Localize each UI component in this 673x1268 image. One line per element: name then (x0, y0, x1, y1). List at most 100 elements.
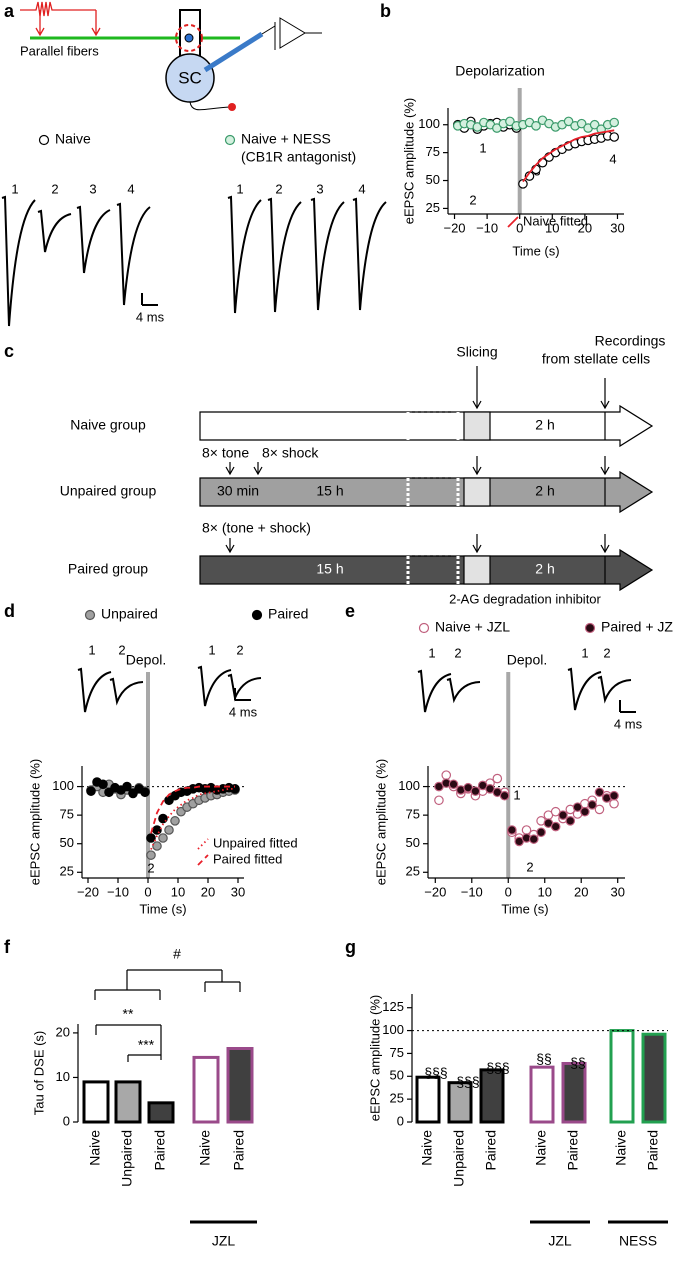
data-point (572, 802, 583, 812)
data-point (589, 119, 600, 130)
bar (114, 1080, 142, 1124)
x-tick-label: Paired (645, 1130, 661, 1170)
x-tick-label: −10 (476, 220, 498, 235)
x-tick-label: 0 (516, 220, 523, 235)
legend-marker (584, 622, 596, 634)
y-axis-label: Tau of DSE (s) (31, 1031, 46, 1116)
chart-title: Depolarization (455, 63, 545, 79)
trace-label: 4 (358, 181, 365, 196)
trace (446, 677, 481, 704)
data-point (492, 123, 502, 133)
data-point (152, 825, 162, 835)
data-point (170, 816, 180, 826)
trace (227, 673, 262, 702)
bar (561, 1061, 587, 1124)
y-axis-label: eEPSC amplitude (%) (367, 995, 382, 1121)
data-point (563, 116, 574, 127)
trace-label: 4 (127, 181, 134, 196)
trace-label: 1 (428, 645, 435, 660)
group-name: Unpaired group (60, 483, 157, 499)
data-point (146, 833, 156, 843)
y-tick-label: 100 (398, 778, 420, 793)
depolarization-line (146, 672, 150, 878)
x-axis-label: Time (s) (139, 901, 186, 916)
terminal (228, 103, 236, 111)
recording-label: Recordings (595, 333, 666, 349)
x-tick-label: Paired (565, 1130, 581, 1170)
legend-note: (CB1R antagonist) (241, 149, 356, 165)
data-point (434, 795, 444, 806)
y-tick-label: 75 (406, 807, 420, 822)
chart-subtitle: 2-AG degradation inhibitor (449, 591, 601, 606)
group-label: NESS (619, 1233, 657, 1249)
legend-line (197, 854, 209, 866)
x-tick-label: Naive (419, 1130, 435, 1166)
trace-label: 1 (236, 181, 243, 196)
fit-line (150, 787, 235, 850)
panel-label: e (345, 601, 355, 621)
y-tick-label: 25 (426, 200, 440, 215)
bar (641, 1032, 667, 1124)
x-tick-label: 10 (538, 884, 552, 899)
trace (417, 669, 452, 713)
data-point (499, 790, 510, 801)
y-tick-label: 100 (52, 778, 74, 793)
y-tick-label: 100 (418, 116, 440, 131)
y-tick-label: 50 (406, 835, 420, 850)
event-label: 8× tone (202, 445, 249, 461)
bar (447, 1081, 473, 1124)
amplifier (279, 17, 322, 49)
fit-line (522, 129, 615, 183)
legend-line (507, 216, 519, 228)
arrow-head (472, 400, 482, 410)
fiber-label: Parallel fibers (20, 43, 99, 58)
segment-label: 15 h (316, 561, 343, 577)
event-label: 8× (tone + shock) (202, 520, 311, 536)
annotation: §§§ (486, 1060, 509, 1076)
y-tick-label: 50 (60, 835, 74, 850)
annotation: §§§ (424, 1065, 447, 1081)
data-point (505, 116, 515, 127)
trace-label: 1 (11, 181, 18, 196)
annotation: 1 (513, 787, 520, 802)
y-axis-label: eEPSC amplitude (%) (27, 759, 42, 885)
trace-label: 1 (581, 645, 588, 660)
x-axis-label: Time (s) (512, 243, 559, 258)
bar (226, 1047, 254, 1124)
group-label: JZL (548, 1233, 572, 1249)
slicing-box (463, 555, 491, 585)
data-point (594, 787, 605, 798)
legend-label: Paired fitted (213, 851, 282, 866)
slicing-label: Slicing (456, 344, 497, 360)
data-point (576, 118, 587, 129)
slicing-box (463, 411, 491, 441)
bar (147, 1101, 175, 1124)
x-tick-label: −20 (424, 884, 446, 899)
data-point (609, 798, 619, 809)
chart-title: Depol. (507, 652, 547, 668)
arrow-head (600, 466, 610, 476)
group-name: Naive group (70, 417, 146, 433)
legend-label: Paired + JZL (601, 619, 673, 635)
x-tick-label: Naive (533, 1130, 549, 1166)
x-tick-label: Paired (152, 1130, 168, 1170)
trace-label: 2 (118, 642, 125, 657)
bar (479, 1068, 505, 1124)
legend-marker (224, 134, 236, 146)
data-point (86, 786, 96, 796)
x-tick-label: Naive (613, 1130, 629, 1166)
synapse-circle (175, 24, 203, 52)
y-tick-label: 25 (390, 1091, 404, 1106)
bar (82, 1080, 110, 1124)
x-tick-label: 0 (505, 884, 512, 899)
arrow-head (472, 466, 482, 476)
x-tick-label: 20 (578, 220, 592, 235)
trace (227, 195, 262, 314)
x-tick-label: Paired (483, 1130, 499, 1170)
trace (116, 202, 151, 306)
bar (415, 1075, 441, 1124)
trace-label: 1 (208, 642, 215, 657)
x-tick-label: 10 (545, 220, 559, 235)
